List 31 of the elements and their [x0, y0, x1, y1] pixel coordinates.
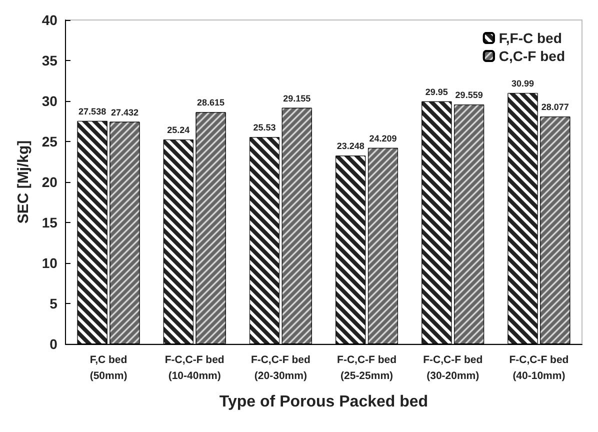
- y-tick-label: 20: [42, 174, 58, 190]
- data-label: 27.538: [78, 106, 106, 116]
- data-label: 29.559: [455, 90, 483, 100]
- y-tick-label: 25: [42, 134, 58, 150]
- y-tick-label: 40: [42, 12, 58, 28]
- x-tick-label: F-C,C-F bed (10-40mm): [164, 354, 224, 382]
- data-label: 28.615: [197, 98, 225, 108]
- y-tick-label: 30: [42, 93, 58, 109]
- data-label: 25.53: [253, 122, 276, 133]
- legend-label: F,F-C bed: [498, 30, 562, 46]
- data-label: 25.24: [167, 125, 190, 136]
- y-tick-label: 0: [50, 336, 58, 352]
- data-label: 27.432: [110, 107, 138, 118]
- data-label: 28.077: [541, 102, 569, 112]
- x-tick-label: F-C,C-F bed (25-25mm): [337, 354, 397, 382]
- y-tick-label: 10: [42, 255, 58, 271]
- data-label: 23.248: [336, 141, 364, 152]
- y-axis-title: SEC [Mj/kg]: [15, 140, 32, 224]
- x-tick-label: F-C,C-F bed (30-20mm): [423, 354, 483, 382]
- data-label: 24.209: [369, 133, 397, 144]
- x-tick-label: F-C,C-F bed (40-10mm): [509, 354, 569, 382]
- data-label: 30.99: [511, 78, 534, 88]
- x-axis-title: Type of Porous Packed bed: [219, 394, 428, 410]
- y-tick-label: 35: [42, 52, 58, 68]
- y-tick-label: 5: [50, 296, 58, 312]
- x-tick-label: F,C bed (50mm): [90, 354, 128, 382]
- data-label: 29.155: [283, 93, 311, 104]
- data-label: 29.95: [425, 86, 448, 97]
- y-tick-label: 15: [42, 214, 58, 230]
- legend-label: C,C-F bed: [498, 48, 566, 64]
- x-tick-label: F-C,C-F bed (20-30mm): [250, 354, 310, 382]
